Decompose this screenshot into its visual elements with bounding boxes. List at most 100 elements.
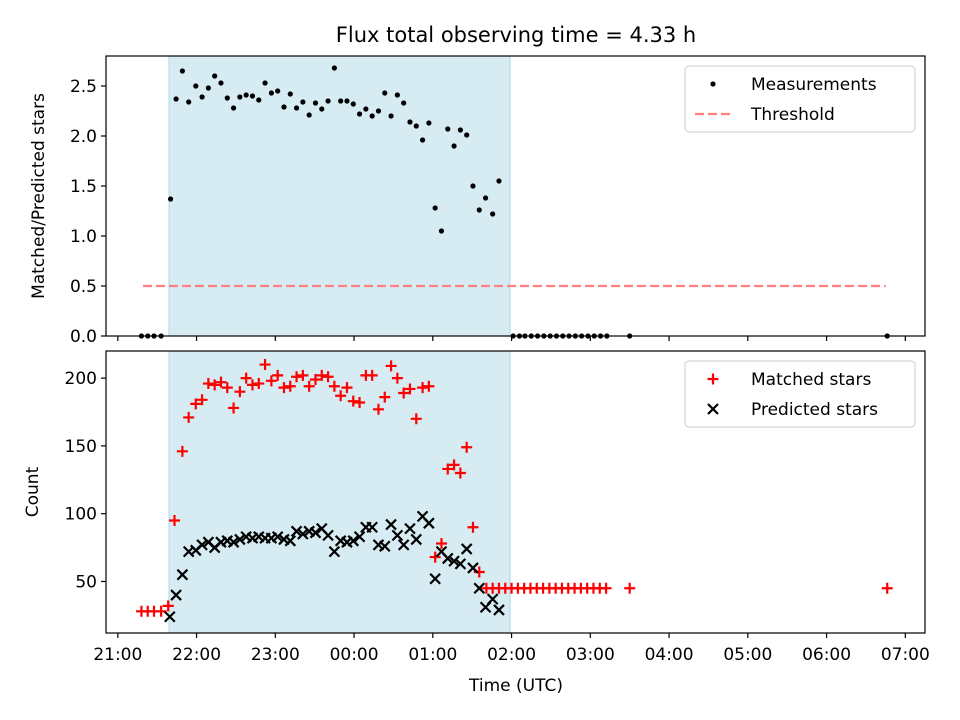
matched-star-point — [881, 582, 893, 594]
measurement-point — [179, 68, 185, 74]
measurement-point — [205, 85, 211, 91]
measurement-point — [237, 94, 243, 100]
predicted-star-point — [164, 610, 176, 623]
matched-star-point — [448, 459, 460, 471]
matched-star-point — [303, 380, 315, 392]
measurement-point — [394, 92, 400, 98]
measurement-point — [382, 90, 388, 96]
measurement-point — [173, 96, 179, 102]
predicted-star-point — [297, 528, 309, 540]
legend-label: Measurements — [751, 75, 877, 95]
matched-star-point — [202, 378, 214, 390]
bottom-axes: 50 100 150 200 21:00 22:00 23:00 00:00 01:00 02:0… — [65, 350, 930, 665]
measurement-point — [249, 93, 256, 99]
predicted-star-point — [473, 582, 486, 595]
matched-star-point — [354, 397, 366, 409]
matched-star-point — [297, 369, 309, 381]
matched-star-point — [190, 398, 202, 410]
x-axis-label: Time (UTC) — [468, 676, 563, 696]
y-tick-label: 100 — [65, 505, 97, 525]
measurement-point — [496, 178, 502, 184]
matched-star-point — [265, 375, 277, 387]
matched-star-point — [417, 382, 429, 394]
legend-label: Matched stars — [751, 370, 871, 390]
predicted-star-point — [309, 526, 322, 539]
matched-star-point — [284, 380, 296, 392]
matched-star-point — [398, 387, 410, 399]
y-tick-label: 0.5 — [70, 277, 97, 297]
matched-star-point — [461, 441, 473, 453]
measurement-point — [413, 123, 419, 129]
predicted-star-point — [448, 555, 460, 567]
matched-star-point — [196, 394, 208, 406]
series-matched-stars — [135, 359, 893, 617]
measurement-point — [426, 120, 432, 126]
matched-star-point — [391, 372, 403, 384]
measurement-point — [212, 73, 218, 79]
legend-box — [684, 65, 916, 133]
measurement-point — [230, 105, 237, 111]
x-tick-label: 22:00 — [172, 645, 221, 665]
measurement-point — [167, 196, 174, 202]
matched-star-point — [467, 521, 479, 533]
measurement-point — [312, 100, 319, 106]
matched-star-point — [176, 445, 188, 457]
measurement-point — [457, 127, 463, 133]
matched-star-point — [278, 382, 290, 394]
matched-star-point — [155, 605, 167, 617]
measurement-point — [256, 97, 262, 103]
matched-star-point — [162, 600, 174, 612]
matched-star-point — [169, 514, 181, 526]
predicted-star-point — [176, 568, 189, 581]
matched-star-point — [335, 390, 347, 402]
matched-star-point — [404, 383, 416, 395]
observing-window-span — [168, 350, 511, 634]
measurement-point — [369, 113, 375, 119]
measurement-point — [419, 137, 426, 143]
measurement-point — [338, 98, 344, 104]
measurement-point — [243, 92, 249, 98]
series-measurements — [138, 65, 890, 339]
measurement-point — [490, 211, 496, 217]
predicted-star-point — [170, 589, 182, 601]
observing-window-span — [168, 55, 511, 337]
matched-star-point — [372, 403, 384, 415]
matched-star-point — [600, 582, 612, 594]
measurement-point — [363, 106, 369, 112]
x-tick-label: 06:00 — [802, 645, 851, 665]
predicted-star-point — [378, 540, 391, 553]
measurement-point — [275, 88, 281, 94]
matched-star-point — [366, 369, 378, 381]
measurement-point — [325, 98, 331, 104]
top-axes: 0.0 0.5 1.0 1.5 2.0 2.5 Measurements Threshold — [70, 55, 926, 347]
predicted-star-point — [454, 558, 467, 570]
chart-title: Flux total observing time = 4.33 h — [336, 23, 696, 47]
measurement-point — [281, 104, 287, 110]
matched-star-point — [228, 402, 240, 414]
measurement-point — [375, 108, 382, 114]
measurement-point — [344, 98, 350, 104]
measurement-point — [445, 126, 451, 132]
predicted-star-point — [429, 572, 441, 585]
predicted-star-point — [460, 543, 473, 555]
matched-star-point — [322, 371, 334, 383]
legend-marker-predicted — [707, 403, 719, 415]
measurement-point — [262, 80, 268, 86]
matched-star-point — [429, 551, 441, 563]
y-tick-label: 150 — [65, 437, 97, 457]
matched-star-point — [253, 378, 265, 390]
measurement-point — [300, 99, 306, 105]
y-tick-label: 2.0 — [70, 127, 97, 147]
legend-marker-measurements — [710, 81, 716, 87]
matched-star-point — [259, 359, 271, 371]
matched-star-point — [316, 369, 328, 381]
measurement-point — [331, 65, 337, 71]
predicted-star-point — [227, 536, 240, 548]
predicted-star-point — [353, 530, 366, 543]
measurement-point — [451, 143, 457, 149]
measurement-point — [293, 105, 300, 111]
measurement-point — [464, 132, 470, 138]
predicted-star-point — [397, 539, 410, 551]
predicted-star-point — [290, 525, 303, 538]
